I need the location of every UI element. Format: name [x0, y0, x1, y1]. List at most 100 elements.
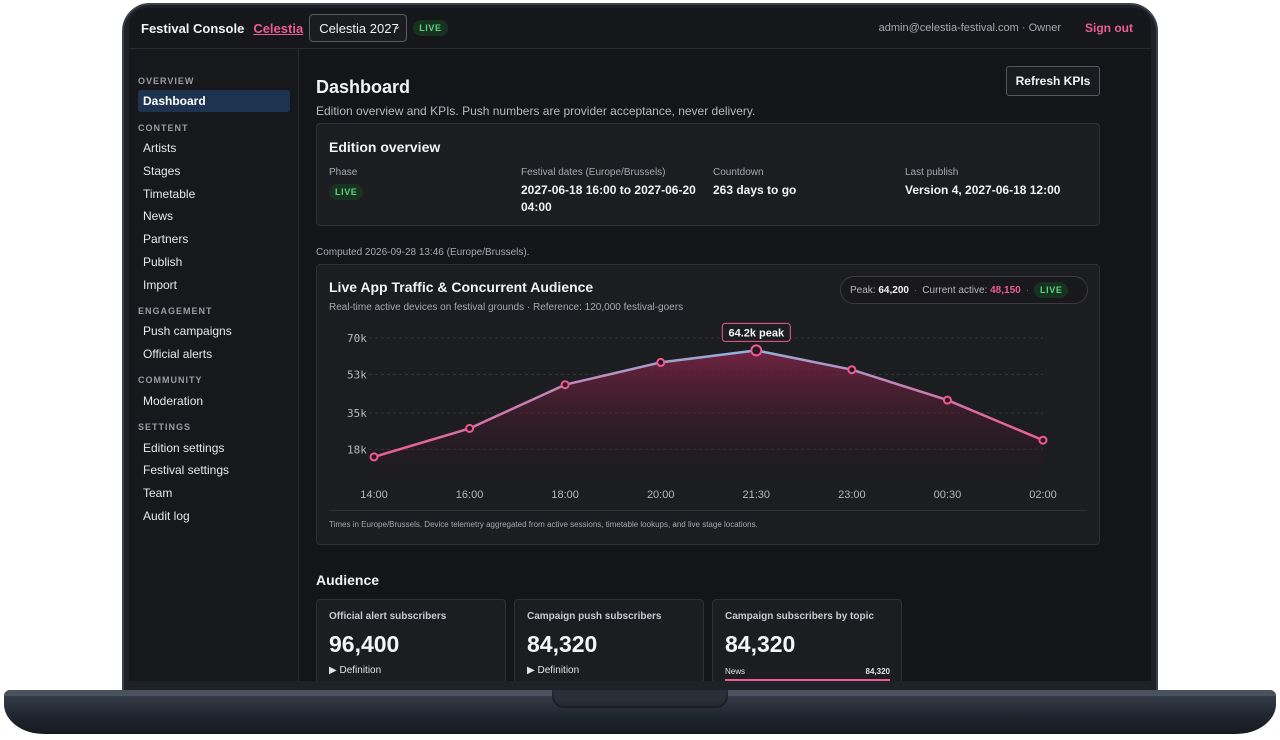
sidebar-item-partners[interactable]: Partners — [143, 232, 189, 246]
nav-section-settings: SETTINGS — [138, 422, 192, 432]
peak-annotation: 64.2k peak — [728, 327, 785, 339]
chart-line — [373, 349, 1044, 459]
campaign-push-card: Campaign push subscribers 84,320 ▶ Defin… — [514, 599, 704, 681]
sidebar-item-edition-settings[interactable]: Edition settings — [143, 441, 225, 455]
traffic-card: Live App Traffic & Concurrent Audience R… — [316, 264, 1100, 545]
y-tick-label: 70k — [347, 332, 367, 345]
dates-line-1: 2027-06-18 16:00 to 2027-06-20 — [521, 183, 696, 197]
laptop-notch — [552, 690, 728, 708]
data-point[interactable] — [847, 365, 857, 375]
dates-line-2: 04:00 — [521, 200, 552, 214]
sidebar-item-import[interactable]: Import — [143, 278, 178, 292]
chart-footnote: Times in Europe/Brussels. Device telemet… — [329, 520, 758, 529]
traffic-subtitle: Real-time active devices on festival gro… — [329, 302, 684, 313]
y-tick-label: 35k — [347, 407, 367, 420]
topic-bar — [725, 679, 890, 681]
page-title: Dashboard — [316, 77, 411, 97]
data-point[interactable] — [465, 423, 475, 433]
x-tick-label: 23:00 — [838, 489, 866, 501]
definition-label: Definition — [339, 665, 382, 676]
traffic-live-badge: LIVE — [1034, 282, 1069, 298]
edition-select[interactable]: Celestia 2027 ⌄ — [309, 14, 408, 42]
dates-value: 2027-06-18 16:00 to 2027-06-20 04:00 — [521, 182, 696, 216]
org-link[interactable]: Celestia — [253, 20, 304, 36]
brand-name: Festival Console — [141, 20, 245, 36]
definition-label: Definition — [537, 665, 580, 676]
nav-section-overview: OVERVIEW — [138, 76, 195, 86]
disclosure-triangle-icon: ▶ — [527, 665, 535, 676]
traffic-chart: 70k 53k 35k 18k 14:00 16:00 18:00 20:00 21:30 23… — [347, 322, 1057, 501]
edition-overview-card: Edition overview Phase LIVE Festival dat… — [316, 123, 1100, 226]
nav-section-content: CONTENT — [138, 123, 189, 133]
peak-annotation-box — [721, 322, 791, 342]
sidebar-item-festival-settings[interactable]: Festival settings — [143, 463, 230, 477]
live-badge: LIVE — [413, 20, 448, 36]
sidebar-item-dashboard[interactable]: Dashboard — [138, 90, 290, 112]
campaign-push-value: 84,320 — [527, 631, 598, 657]
x-tick-label: 21:30 — [743, 489, 771, 501]
official-alert-definition[interactable]: ▶ Definition — [329, 665, 381, 676]
x-tick-label: 14:00 — [360, 489, 388, 501]
refresh-kpis-button[interactable]: Refresh KPIs — [1006, 66, 1100, 96]
phase-badge: LIVE — [329, 184, 364, 200]
last-publish-label: Last publish — [905, 167, 959, 178]
campaign-push-definition[interactable]: ▶ Definition — [527, 665, 579, 676]
account-info: admin@celestia-festival.com · Owner — [878, 22, 1061, 34]
official-alert-card: Official alert subscribers 96,400 ▶ Defi… — [316, 599, 506, 681]
phase-label: Phase — [329, 167, 358, 178]
data-point[interactable] — [942, 395, 952, 405]
peak-value: 64,200 — [878, 284, 909, 296]
last-publish-value: Version 4, 2027-06-18 12:00 — [905, 183, 1061, 197]
topic-subscribers-title: Campaign subscribers by topic — [725, 611, 874, 622]
sidebar-item-audit-log[interactable]: Audit log — [143, 509, 190, 523]
edition-select-value: Celestia 2027 — [319, 20, 399, 36]
sidebar-item-stages[interactable]: Stages — [143, 164, 181, 178]
data-point[interactable] — [1038, 435, 1048, 445]
audience-title: Audience — [316, 572, 380, 588]
sidebar-item-news[interactable]: News — [143, 209, 174, 223]
sidebar: OVERVIEW Dashboard CONTENT Artists Stage… — [129, 49, 299, 681]
data-point[interactable] — [369, 452, 379, 462]
main-content: Dashboard Edition overview and KPIs. Pus… — [300, 49, 1151, 681]
sidebar-item-timetable[interactable]: Timetable — [143, 187, 196, 201]
chevron-down-icon: ⌄ — [392, 21, 402, 32]
topic-subscribers-card: Campaign subscribers by topic 84,320 New… — [712, 599, 902, 681]
official-alert-title: Official alert subscribers — [329, 611, 447, 622]
screen: Festival Console Celestia Celestia 2027 … — [129, 8, 1151, 681]
data-point[interactable] — [656, 357, 666, 367]
sidebar-item-official-alerts[interactable]: Official alerts — [143, 347, 213, 361]
topic-count: 84,320 — [865, 667, 890, 676]
campaign-push-title: Campaign push subscribers — [527, 611, 662, 622]
peak-label: Peak: — [850, 284, 876, 296]
sidebar-item-artists[interactable]: Artists — [143, 141, 177, 155]
topic-name: News — [725, 667, 746, 676]
page-subtitle: Edition overview and KPIs. Push numbers … — [316, 104, 756, 118]
edition-overview-title: Edition overview — [329, 139, 441, 155]
data-point[interactable] — [560, 380, 570, 390]
nav-section-engagement: ENGAGEMENT — [138, 306, 213, 316]
y-tick-label: 18k — [347, 443, 367, 456]
disclosure-triangle-icon: ▶ — [329, 665, 337, 676]
x-tick-label: 02:00 — [1029, 489, 1057, 501]
countdown-label: Countdown — [713, 167, 764, 178]
data-point[interactable] — [750, 344, 763, 357]
sidebar-item-team[interactable]: Team — [143, 486, 173, 500]
topic-subscribers-value: 84,320 — [725, 631, 796, 657]
sidebar-item-push-campaigns[interactable]: Push campaigns — [143, 324, 232, 338]
current-label: Current active: — [922, 284, 988, 296]
chart-divider — [329, 510, 1087, 511]
sidebar-item-publish[interactable]: Publish — [143, 255, 183, 269]
sign-out-link[interactable]: Sign out — [1085, 21, 1133, 35]
nav-section-community: COMMUNITY — [138, 375, 203, 385]
x-tick-label: 00:30 — [934, 489, 962, 501]
dates-label: Festival dates (Europe/Brussels) — [521, 167, 666, 178]
computed-timestamp: Computed 2026-09-28 13:46 (Europe/Brusse… — [316, 247, 530, 258]
countdown-value: 263 days to go — [713, 183, 797, 197]
current-value: 48,150 — [990, 284, 1021, 296]
x-tick-label: 18:00 — [551, 489, 579, 501]
x-tick-label: 20:00 — [647, 489, 675, 501]
topic-row-news: News 84,320 — [725, 667, 890, 676]
traffic-title: Live App Traffic & Concurrent Audience — [329, 279, 594, 295]
sidebar-item-moderation[interactable]: Moderation — [143, 394, 204, 408]
traffic-stats-pill: Peak: 64,200 · Current active: 48,150 · … — [840, 276, 1088, 304]
